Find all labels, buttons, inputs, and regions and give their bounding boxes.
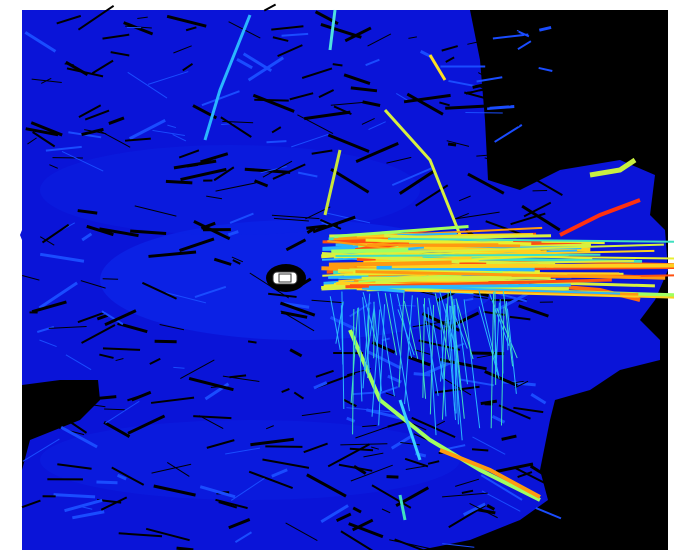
streak: [166, 181, 192, 182]
streak: [362, 277, 512, 278]
streak: [96, 482, 117, 483]
streak: [331, 250, 408, 252]
streak: [336, 255, 601, 256]
streak: [472, 449, 488, 450]
streak: [333, 64, 343, 65]
streak: [487, 107, 514, 109]
streak: [414, 374, 431, 375]
lidar-map: [0, 0, 674, 550]
streak: [448, 144, 456, 145]
page: (() => { const data = JSON.parse(documen…: [0, 0, 674, 550]
streak: [103, 279, 118, 280]
streak: [465, 112, 502, 113]
streak: [254, 100, 288, 101]
streak: [267, 141, 287, 142]
streak: [104, 409, 125, 410]
streak: [248, 341, 256, 342]
streak: [367, 244, 498, 245]
streak: [506, 12, 515, 13]
streak: [392, 265, 674, 266]
streak: [387, 477, 399, 478]
streak: [330, 262, 452, 265]
